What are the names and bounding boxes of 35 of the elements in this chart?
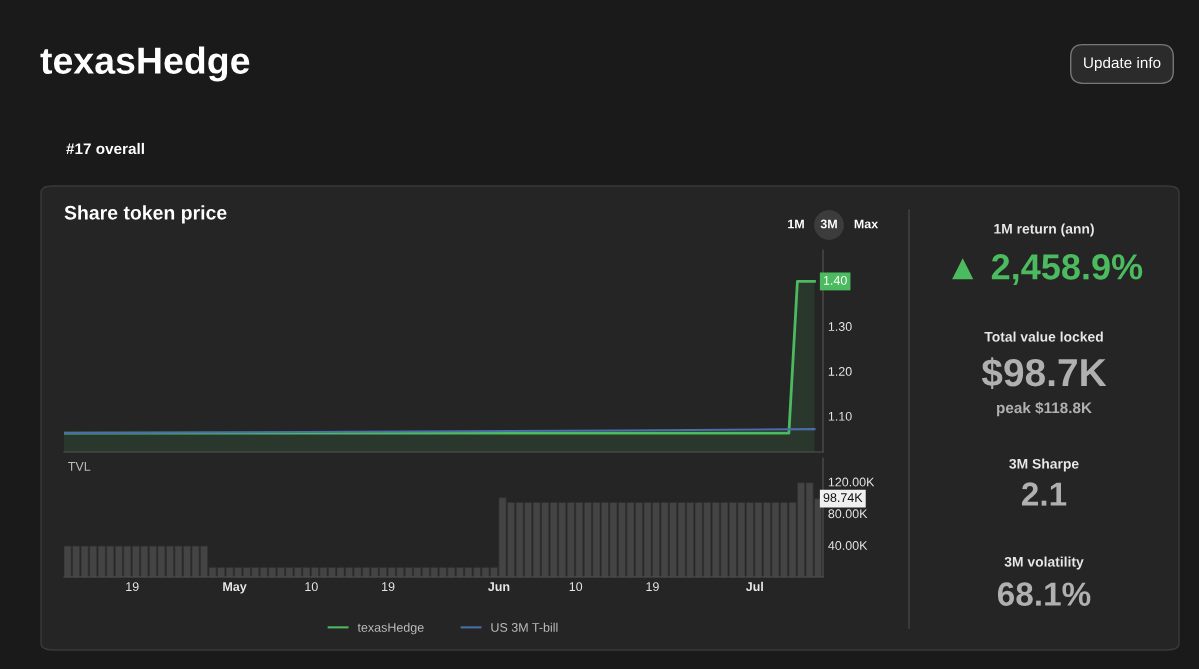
- legend-label: US 3M T-bill: [491, 622, 558, 632]
- annotation: 98.74K: [823, 493, 863, 503]
- x-tick-label: 19: [646, 582, 659, 592]
- text: 1M return (ann): [994, 223, 1094, 237]
- x-tick-label: 19: [382, 582, 395, 592]
- text: 3M volatility: [1004, 556, 1084, 570]
- text: Max: [854, 219, 879, 229]
- x-tick-label: 10: [305, 582, 318, 592]
- y-tick-label: 1.20: [828, 367, 852, 376]
- text: 1M: [788, 219, 804, 229]
- legend-label: texasHedge: [357, 622, 424, 635]
- text: $98.7K: [981, 357, 1107, 389]
- text: 68.1%: [997, 582, 1091, 606]
- y-tick-label: 120.00K: [828, 477, 875, 487]
- y-axis-title: TVL: [68, 462, 91, 471]
- x-tick-label: 10: [569, 582, 583, 592]
- y-tick-label: 1.30: [828, 322, 852, 331]
- y-tick-label: 1.10: [828, 411, 852, 421]
- text: 3M Sharpe: [1009, 458, 1079, 472]
- text: ▲ 2,458.9%: [952, 254, 1143, 285]
- text: 2.1: [1021, 482, 1067, 506]
- text: #17 overall: [66, 142, 144, 155]
- text: peak $118.8K: [997, 401, 1092, 417]
- text: texasHedge: [40, 46, 250, 82]
- x-tick-label: May: [223, 582, 247, 594]
- x-tick-label: Jun: [488, 582, 510, 592]
- chart-title: Share token price: [64, 205, 227, 224]
- x-tick-label: Jul: [745, 581, 763, 592]
- text: Update info: [1084, 56, 1161, 72]
- y-tick-label: 80.00K: [828, 509, 868, 519]
- annotation: 1.40: [823, 275, 847, 285]
- text: 3M: [820, 219, 837, 229]
- y-tick-label: 40.00K: [828, 541, 868, 550]
- x-tick-label: 19: [126, 582, 139, 592]
- text: Total value locked: [984, 331, 1103, 342]
